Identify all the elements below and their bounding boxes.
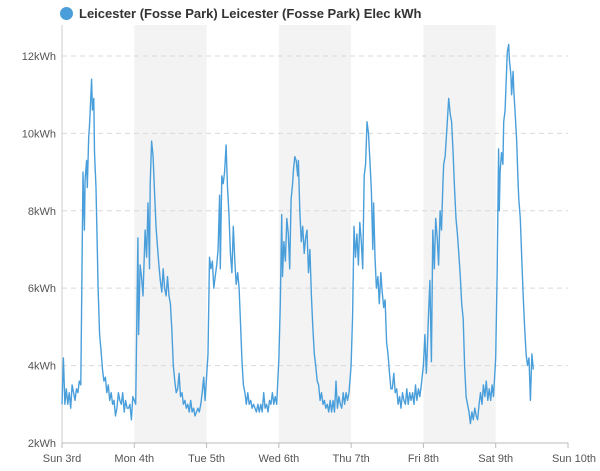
x-tick-label: Mon 4th xyxy=(114,453,154,465)
day-band xyxy=(134,25,207,443)
y-axis: 2kWh 4kWh 6kWh 8kWh 10kWh 12kWh xyxy=(22,25,63,450)
day-band xyxy=(423,25,496,443)
y-tick-label: 8kWh xyxy=(28,206,56,218)
legend[interactable]: Leicester (Fosse Park) Leicester (Fosse … xyxy=(60,6,422,21)
series-group xyxy=(61,43,534,425)
y-tick-label: 12kWh xyxy=(22,51,56,63)
legend-marker-icon xyxy=(60,7,73,20)
x-axis: Sun 3rd Mon 4th Tue 5th Wed 6th Thu 7th Fri 8… xyxy=(43,442,596,465)
x-tick-label: Sat 9th xyxy=(478,453,513,465)
x-tick-label: Sun 10th xyxy=(552,453,596,465)
x-tick-label: Tue 5th xyxy=(188,453,225,465)
x-tick-label: Fri 8th xyxy=(408,453,439,465)
x-tick-label: Sun 3rd xyxy=(43,453,82,465)
y-tick-label: 4kWh xyxy=(28,361,56,373)
legend-label: Leicester (Fosse Park) Leicester (Fosse … xyxy=(79,6,422,21)
x-tick-label: Thu 7th xyxy=(332,453,369,465)
x-tick-label: Wed 6th xyxy=(258,453,299,465)
series-line xyxy=(61,43,534,425)
y-tick-label: 6kWh xyxy=(28,283,56,295)
weekday-bands xyxy=(134,25,496,443)
y-tick-label: 10kWh xyxy=(22,128,56,140)
y-tick-label: 2kWh xyxy=(28,438,56,450)
